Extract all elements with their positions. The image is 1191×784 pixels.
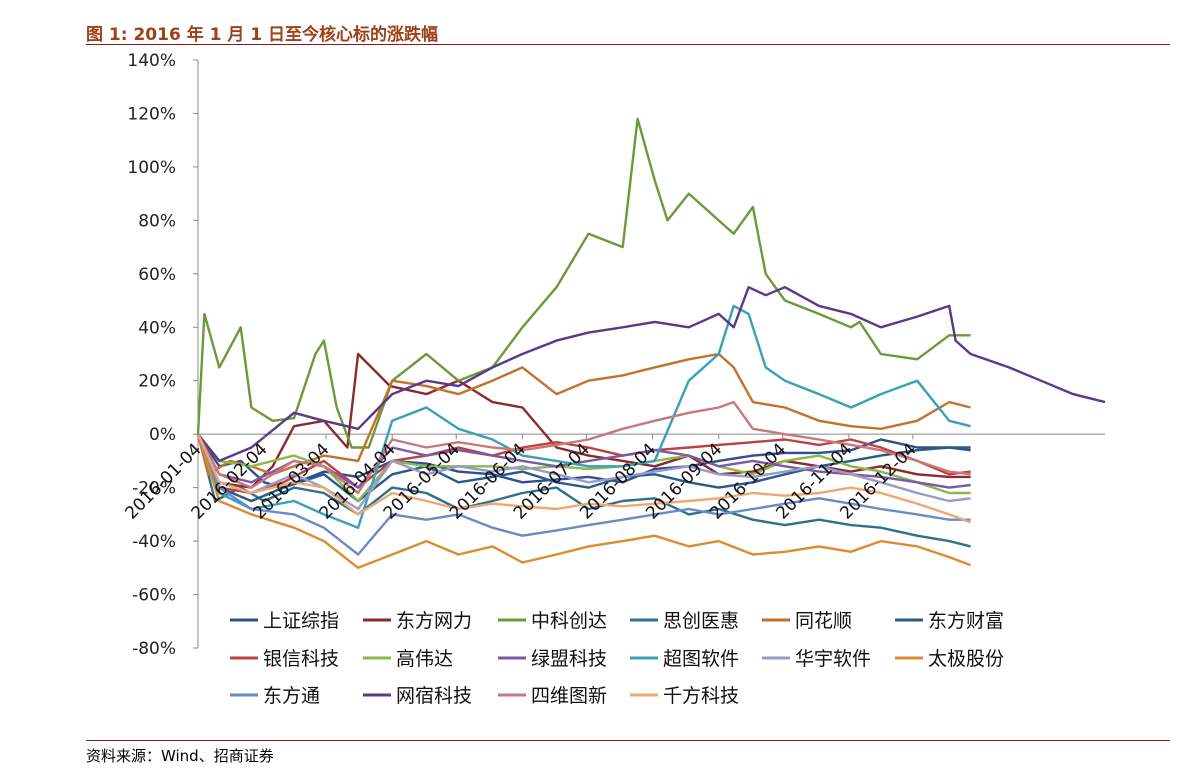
y-tick-label: 0% — [149, 425, 176, 445]
legend-label: 华宇软件 — [795, 648, 871, 670]
legend-label: 网宿科技 — [396, 685, 472, 707]
series-line-10 — [196, 304, 971, 529]
legend-label: 银信科技 — [263, 648, 339, 670]
y-tick-label: 80% — [138, 211, 176, 231]
source-note: 资料来源：Wind、招商证券 — [86, 747, 274, 765]
series-line-2 — [196, 352, 971, 489]
legend-label: 高伟达 — [396, 648, 453, 670]
series-line-3 — [196, 117, 971, 449]
series-line-4 — [196, 433, 971, 548]
chart-axes: 140% 120% 100% 80% 60% 40% 20% 0% -20% -40% -60% -8… — [127, 51, 1105, 659]
legend-label: 超图软件 — [663, 648, 739, 670]
legend-label: 四维图新 — [531, 685, 607, 707]
y-tick-label: -80% — [132, 639, 176, 659]
legend-label: 东方财富 — [928, 610, 1004, 632]
y-tick-label: -40% — [132, 532, 176, 552]
series-line-16 — [196, 433, 972, 524]
series-line-5 — [196, 352, 971, 476]
legend-label: 中科创达 — [531, 610, 607, 632]
figure-title: 图 1: 2016 年 1 月 1 日至今核心标的涨跌幅 — [86, 25, 439, 45]
y-tick-label: -20% — [132, 479, 176, 499]
y-tick-label: -60% — [132, 586, 176, 606]
legend-label: 同花顺 — [795, 610, 852, 632]
title-rule — [86, 44, 1170, 45]
legend-label: 上证综指 — [263, 610, 339, 632]
line-chart: 140% 120% 100% 80% 60% 40% 20% 0% -20% -40% -60% -8… — [122, 51, 1106, 707]
series-line-12 — [196, 433, 972, 569]
series-line-13 — [196, 433, 971, 556]
legend-label: 思创医惠 — [663, 610, 739, 632]
y-tick-label: 100% — [127, 158, 176, 178]
footer-rule — [86, 740, 1170, 741]
y-tick-label: 120% — [127, 104, 176, 124]
y-tick-label: 40% — [138, 318, 176, 338]
y-tick-label: 20% — [138, 372, 176, 392]
y-tick-label: 140% — [127, 51, 176, 71]
y-tick-label: 60% — [138, 265, 176, 285]
series-line-14 — [197, 286, 1106, 463]
series-line-7 — [196, 433, 971, 495]
legend-label: 太极股份 — [928, 648, 1004, 670]
legend-label: 绿盟科技 — [531, 648, 607, 670]
series-line-6 — [196, 433, 971, 503]
legend-label: 东方通 — [263, 685, 320, 707]
series-line-15 — [196, 400, 971, 495]
series-layer — [196, 117, 1106, 569]
legend-label: 东方网力 — [396, 610, 472, 632]
legend-label: 千方科技 — [663, 685, 739, 707]
